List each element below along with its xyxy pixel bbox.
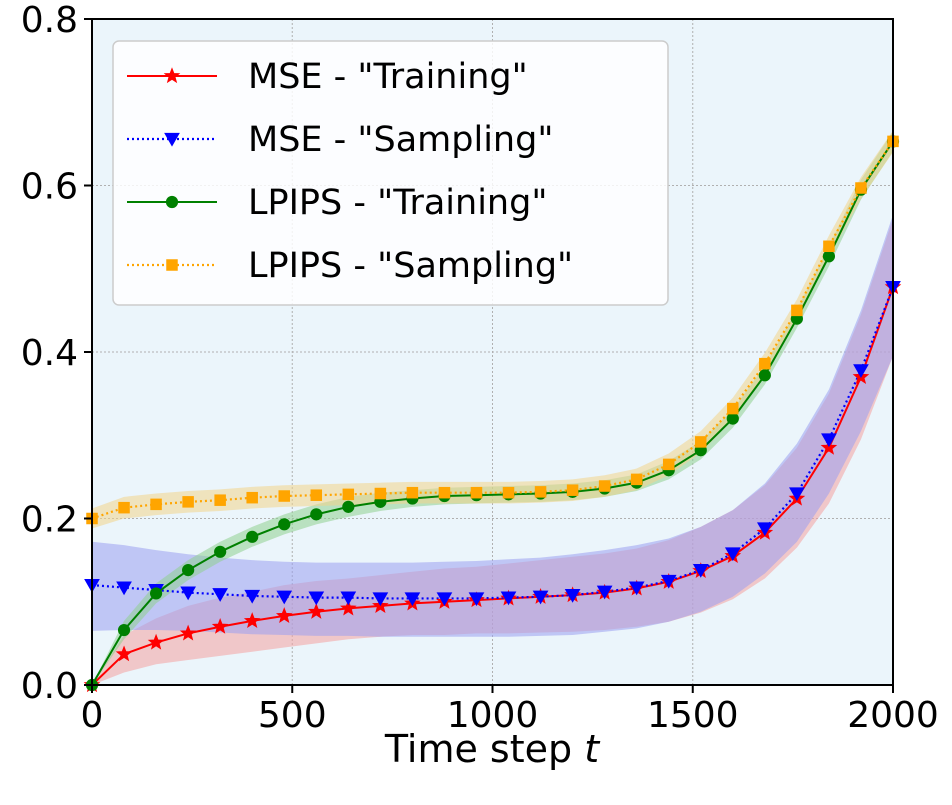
mse-training-point [275, 607, 293, 623]
mse-sampling-point [116, 581, 132, 596]
y-tick-label: 0.0 [21, 666, 78, 707]
axis-ticks: 0 500 1000 1500 2000 0.0 0.2 0.4 0.6 0.8 [21, 0, 939, 736]
lpips-training-point [182, 564, 195, 577]
lpips-sampling-point [662, 458, 675, 471]
x-tick-label: 1000 [447, 695, 539, 736]
mse-sampling-point [468, 592, 485, 607]
lpips-sampling-point [566, 484, 579, 496]
y-tick-label: 0.6 [21, 167, 78, 208]
mse-sampling-line [91, 286, 895, 600]
legend-label-mse-training: MSE - "Training" [248, 57, 528, 97]
mse-sampling-point [564, 588, 581, 603]
y-tick-label: 0.2 [21, 500, 78, 541]
mse-sampling-point [692, 564, 709, 578]
lpips-sampling-point [470, 486, 483, 499]
mse-training-point [179, 624, 197, 641]
mse-sampling-point [372, 592, 389, 607]
lpips-sampling-point [598, 480, 611, 492]
lpips-training-point [278, 518, 291, 531]
mse-training-point [211, 617, 229, 634]
mse-sampling-point [596, 585, 613, 600]
mse-sampling-point [853, 364, 869, 378]
lpips-sampling-point [791, 304, 803, 317]
lpips-sampling-point [406, 486, 419, 499]
legend-label-mse-sampling: MSE - "Sampling" [248, 120, 553, 160]
legend-box [112, 40, 669, 306]
lpips-sampling-point [695, 436, 707, 448]
mse-sampling-point [180, 586, 196, 601]
legend-marker-lpips-sampling [166, 259, 178, 271]
legend-marker-mse-sampling [164, 132, 180, 147]
lpips-sampling-point [246, 491, 258, 504]
mse-sampling-point [212, 588, 229, 602]
legend-marker-lpips-training [165, 195, 179, 209]
lpips-training-point [758, 369, 771, 382]
lpips-training-point [342, 500, 355, 513]
legend-label-lpips-sampling: LPIPS - "Sampling" [248, 246, 573, 286]
y-tick-label: 0.8 [21, 0, 78, 41]
mse-sampling-point [756, 522, 773, 537]
lpips-training-point [246, 530, 259, 543]
legend-label-lpips-training: LPIPS - "Training" [248, 183, 547, 223]
mse-sampling-point [789, 487, 805, 502]
lpips-sampling-point [438, 486, 451, 499]
mse-sampling-point [436, 592, 453, 607]
lpips-sampling-point [150, 498, 162, 511]
mse-sampling-point [660, 574, 677, 589]
lpips-sampling-point [502, 486, 515, 499]
x-axis-label: Time step t [384, 727, 601, 771]
lpips-sampling-point [727, 402, 739, 415]
lpips-sampling-point [310, 489, 323, 501]
mse-sampling-point [628, 581, 645, 596]
lpips-training-point [726, 412, 739, 425]
mse-sampling-point [532, 590, 549, 605]
lpips-sampling-point [214, 494, 226, 506]
lpips-sampling-point [182, 496, 194, 508]
mse-sampling-point [308, 591, 325, 606]
mse-sampling-point [404, 592, 421, 607]
mse-training-point [115, 645, 133, 662]
mse-sampling-point [276, 590, 293, 605]
mse-training-point [147, 633, 165, 650]
legend: MSE - "Training" MSE - "Sampling" LPIPS - … [112, 40, 669, 306]
mse-training-point [340, 599, 357, 616]
lpips-training-point [310, 508, 323, 521]
x-tick-label: 0 [81, 695, 104, 736]
mse-sampling-point [821, 433, 837, 448]
x-tick-label: 500 [258, 695, 327, 736]
mse-sampling-point [724, 547, 741, 562]
lpips-sampling-point [823, 240, 835, 253]
y-tick-label: 0.4 [21, 333, 78, 374]
mse-training-point [243, 612, 261, 628]
lpips-sampling-point [855, 182, 867, 194]
lpips-sampling-point [630, 473, 643, 486]
legend-marker-mse-training [163, 67, 181, 84]
lpips-training-point [149, 587, 163, 600]
mse-sampling-point [244, 589, 261, 604]
lpips-training-point [117, 623, 131, 637]
lpips-sampling-point [278, 490, 290, 502]
lpips-sampling-point [534, 486, 547, 498]
mse-sampling-point [500, 591, 517, 606]
mse-training-point [307, 602, 325, 619]
lpips-sampling-point [342, 488, 355, 501]
mse-sampling-band [92, 214, 893, 637]
lpips-training-point [214, 545, 227, 558]
lpips-sampling-point [374, 487, 387, 500]
x-tick-label: 1500 [647, 695, 739, 736]
lpips-sampling-point [759, 357, 771, 370]
lpips-sampling-point [118, 501, 130, 514]
lpips-training-point [822, 250, 836, 263]
x-tick-label: 2000 [847, 695, 939, 736]
mse-sampling-point [340, 591, 357, 606]
series-markers [83, 135, 902, 693]
